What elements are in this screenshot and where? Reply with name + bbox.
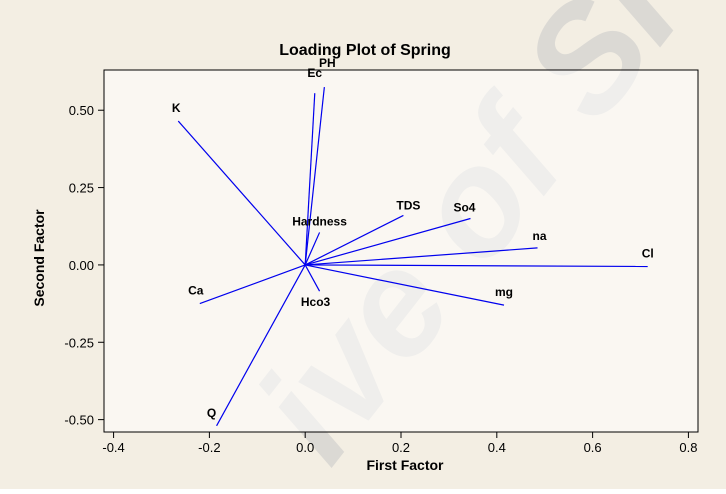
loading-label-k: K — [172, 101, 181, 115]
x-tick-label: 0.8 — [679, 440, 697, 455]
loading-vector-mg — [305, 264, 505, 306]
x-tick-label: 0.6 — [584, 440, 602, 455]
loading-label-ec: Ec — [307, 66, 322, 80]
loading-label-ph: PH — [319, 56, 336, 70]
loading-vector-hco3 — [304, 264, 321, 292]
loading-vector-q — [216, 264, 306, 427]
loading-vector-cl — [305, 264, 648, 268]
x-tick-label: 0.4 — [488, 440, 506, 455]
loading-vector-ec — [304, 93, 316, 265]
y-axis-ticks: 0.50 0.25 0.00 -0.25 -0.50 — [64, 103, 104, 428]
loading-vector-k — [177, 120, 306, 266]
loading-label-hardness: Hardness — [292, 214, 347, 228]
loading-vectors — [177, 86, 648, 427]
y-tick-label: 0.50 — [69, 103, 94, 118]
loading-label-mg: mg — [495, 285, 513, 299]
loading-label-tds: TDS — [396, 198, 420, 212]
x-tick-label: -0.4 — [102, 440, 124, 455]
x-axis-ticks: -0.4 -0.2 0.0 0.2 0.4 0.6 0.8 — [102, 432, 697, 455]
x-axis-label: First Factor — [366, 457, 444, 473]
y-tick-label: 0.25 — [69, 181, 94, 196]
loading-label-hco3: Hco3 — [301, 295, 331, 309]
y-axis-label: Second Factor — [31, 209, 47, 307]
loading-vector-tds — [304, 214, 404, 266]
chart-title: Loading Plot of Spring — [279, 42, 451, 59]
loading-label-q: Q — [207, 406, 216, 420]
loading-vector-ca — [199, 264, 306, 305]
y-tick-label: -0.25 — [64, 335, 94, 350]
loading-vector-ph — [304, 86, 325, 265]
y-tick-label: 0.00 — [69, 258, 94, 273]
loading-vector-hardness — [304, 232, 321, 266]
x-tick-label: 0.2 — [392, 440, 410, 455]
x-tick-label: -0.2 — [198, 440, 220, 455]
loading-vector-so4 — [305, 217, 471, 266]
loading-label-na: na — [533, 229, 547, 243]
loading-vector-na — [305, 247, 538, 266]
y-tick-label: -0.50 — [64, 413, 94, 428]
plot-area — [103, 69, 699, 433]
loading-label-so4: So4 — [453, 201, 475, 215]
loading-label-cl: Cl — [642, 246, 654, 260]
loading-label-ca: Ca — [188, 284, 204, 298]
x-tick-label: 0.0 — [296, 440, 314, 455]
